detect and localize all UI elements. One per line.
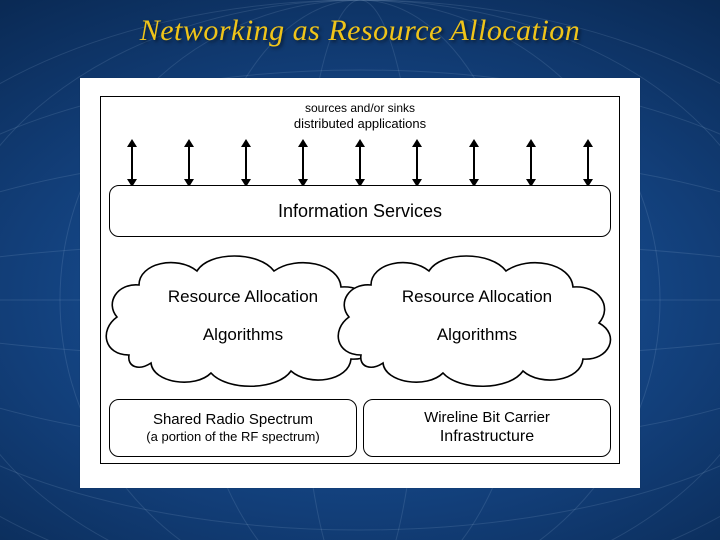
double-arrow-icon bbox=[530, 145, 532, 181]
information-services-label: Information Services bbox=[278, 201, 442, 222]
diagram-figure: sources and/or sinks distributed applica… bbox=[80, 78, 640, 488]
double-arrow-icon bbox=[131, 145, 133, 181]
bottom-box-right: Wireline Bit Carrier Infrastructure bbox=[363, 399, 611, 457]
double-arrow-icon bbox=[245, 145, 247, 181]
cloud-right-text: Resource Allocation Algorithms bbox=[347, 245, 607, 345]
slide-title: Networking as Resource Allocation bbox=[0, 14, 720, 48]
clouds-region: Resource Allocation Algorithms Resource … bbox=[101, 245, 619, 395]
double-arrow-icon bbox=[473, 145, 475, 181]
top-label-line1: sources and/or sinks bbox=[101, 101, 619, 116]
cloud-left-text: Resource Allocation Algorithms bbox=[113, 245, 373, 345]
double-arrow-icon bbox=[188, 145, 190, 181]
bottom-row: Shared Radio Spectrum (a portion of the … bbox=[109, 399, 611, 457]
double-arrow-icon bbox=[302, 145, 304, 181]
double-arrow-icon bbox=[416, 145, 418, 181]
cloud-right-line1: Resource Allocation bbox=[347, 287, 607, 307]
top-labels: sources and/or sinks distributed applica… bbox=[101, 101, 619, 132]
bottom-left-line2: (a portion of the RF spectrum) bbox=[146, 429, 319, 445]
double-arrow-icon bbox=[359, 145, 361, 181]
arrows-row bbox=[131, 139, 589, 181]
double-arrow-icon bbox=[587, 145, 589, 181]
cloud-left-line1: Resource Allocation bbox=[113, 287, 373, 307]
top-label-line2: distributed applications bbox=[101, 116, 619, 132]
bottom-right-line1: Wireline Bit Carrier bbox=[424, 409, 550, 428]
cloud-left-line2: Algorithms bbox=[113, 325, 373, 345]
bottom-box-left: Shared Radio Spectrum (a portion of the … bbox=[109, 399, 357, 457]
information-services-box: Information Services bbox=[109, 185, 611, 237]
bottom-right-line2: Infrastructure bbox=[440, 427, 534, 447]
diagram-inner-border: sources and/or sinks distributed applica… bbox=[100, 96, 620, 464]
cloud-right-line2: Algorithms bbox=[347, 325, 607, 345]
bottom-left-line1: Shared Radio Spectrum bbox=[153, 411, 313, 430]
